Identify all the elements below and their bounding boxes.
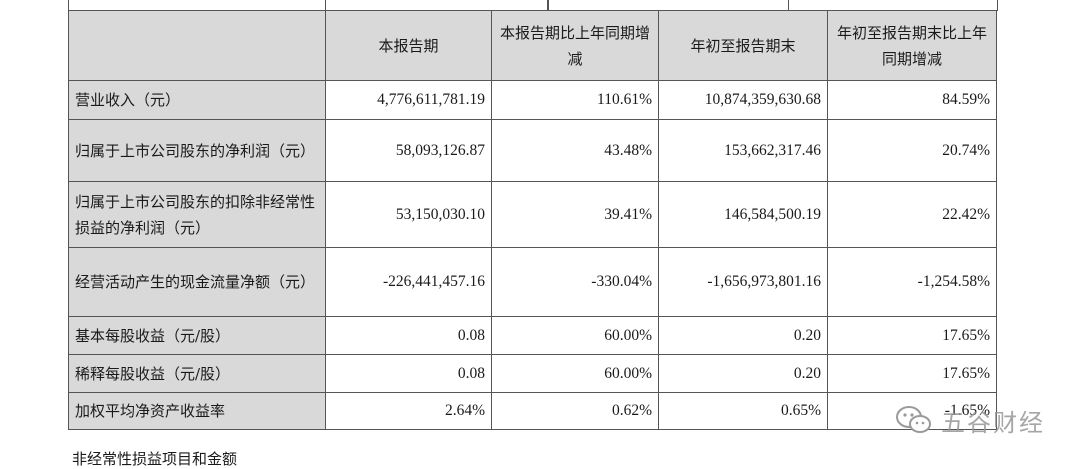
- value-year-to-date: 146,584,500.19: [658, 181, 828, 248]
- row-label: 归属于上市公司股东的扣除非经常性损益的净利润（元）: [68, 181, 326, 248]
- header-current-period-yoy: 本报告期比上年同期增减: [491, 10, 659, 81]
- value-year-to-date: 0.20: [658, 354, 828, 393]
- value-year-to-date-yoy: -1,254.58%: [827, 247, 997, 317]
- table-row: 归属于上市公司股东的净利润（元） 58,093,126.87 43.48% 15…: [68, 119, 997, 182]
- row-label: 稀释每股收益（元/股）: [68, 354, 326, 393]
- value-current-period: -226,441,457.16: [325, 247, 492, 317]
- value-year-to-date: 153,662,317.46: [658, 119, 828, 182]
- value-year-to-date-yoy: 84.59%: [827, 80, 997, 120]
- value-year-to-date-yoy: 20.74%: [827, 119, 997, 182]
- value-current-period-yoy: -330.04%: [491, 247, 659, 317]
- wechat-icon: [896, 406, 931, 433]
- value-current-period-yoy: 110.61%: [491, 80, 659, 120]
- value-current-period-yoy: 0.62%: [491, 392, 659, 430]
- value-year-to-date-yoy: 17.65%: [827, 354, 997, 393]
- value-year-to-date-yoy: 17.65%: [827, 316, 997, 355]
- value-current-period-yoy: 39.41%: [491, 181, 659, 248]
- row-label: 营业收入（元）: [68, 80, 326, 120]
- value-current-period-yoy: 60.00%: [491, 316, 659, 355]
- value-current-period-yoy: 60.00%: [491, 354, 659, 393]
- table-row: 经营活动产生的现金流量净额（元） -226,441,457.16 -330.04…: [68, 247, 997, 317]
- value-year-to-date: 10,874,359,630.68: [658, 80, 828, 120]
- value-year-to-date-yoy: 22.42%: [827, 181, 997, 248]
- watermark: 五谷财经: [895, 400, 1045, 440]
- value-current-period: 53,150,030.10: [325, 181, 492, 248]
- header-current-period: 本报告期: [325, 10, 492, 81]
- value-current-period: 4,776,611,781.19: [325, 80, 492, 120]
- table-row: 营业收入（元） 4,776,611,781.19 110.61% 10,874,…: [68, 80, 997, 120]
- table-header-row: 本报告期 本报告期比上年同期增减 年初至报告期末 年初至报告期末比上年同期增减: [68, 10, 997, 81]
- value-year-to-date: -1,656,973,801.16: [658, 247, 828, 317]
- row-label: 归属于上市公司股东的净利润（元）: [68, 119, 326, 182]
- table-row: 基本每股收益（元/股） 0.08 60.00% 0.20 17.65%: [68, 316, 997, 355]
- watermark-text: 五谷财经: [941, 408, 1045, 437]
- financial-summary-table: 本报告期 本报告期比上年同期增减 年初至报告期末 年初至报告期末比上年同期增减 …: [68, 10, 997, 430]
- value-current-period-yoy: 43.48%: [491, 119, 659, 182]
- row-label: 基本每股收益（元/股）: [68, 316, 326, 355]
- table-row: 归属于上市公司股东的扣除非经常性损益的净利润（元） 53,150,030.10 …: [68, 181, 997, 248]
- value-year-to-date: 0.65%: [658, 392, 828, 430]
- table-row: 稀释每股收益（元/股） 0.08 60.00% 0.20 17.65%: [68, 354, 997, 393]
- header-label-cell: [68, 10, 326, 81]
- value-current-period: 2.64%: [325, 392, 492, 430]
- header-year-to-date-yoy: 年初至报告期末比上年同期增减: [827, 10, 997, 81]
- value-current-period: 0.08: [325, 354, 492, 393]
- value-year-to-date-yoy: -1.65%: [827, 392, 997, 430]
- row-label: 加权平均净资产收益率: [68, 392, 326, 430]
- section-heading: 非经常性损益项目和金额: [72, 450, 238, 468]
- value-current-period: 0.08: [325, 316, 492, 355]
- header-year-to-date: 年初至报告期末: [658, 10, 828, 81]
- value-current-period: 58,093,126.87: [325, 119, 492, 182]
- row-label: 经营活动产生的现金流量净额（元）: [68, 247, 326, 317]
- table-row: 加权平均净资产收益率 2.64% 0.62% 0.65% -1.65%: [68, 392, 997, 430]
- value-year-to-date: 0.20: [658, 316, 828, 355]
